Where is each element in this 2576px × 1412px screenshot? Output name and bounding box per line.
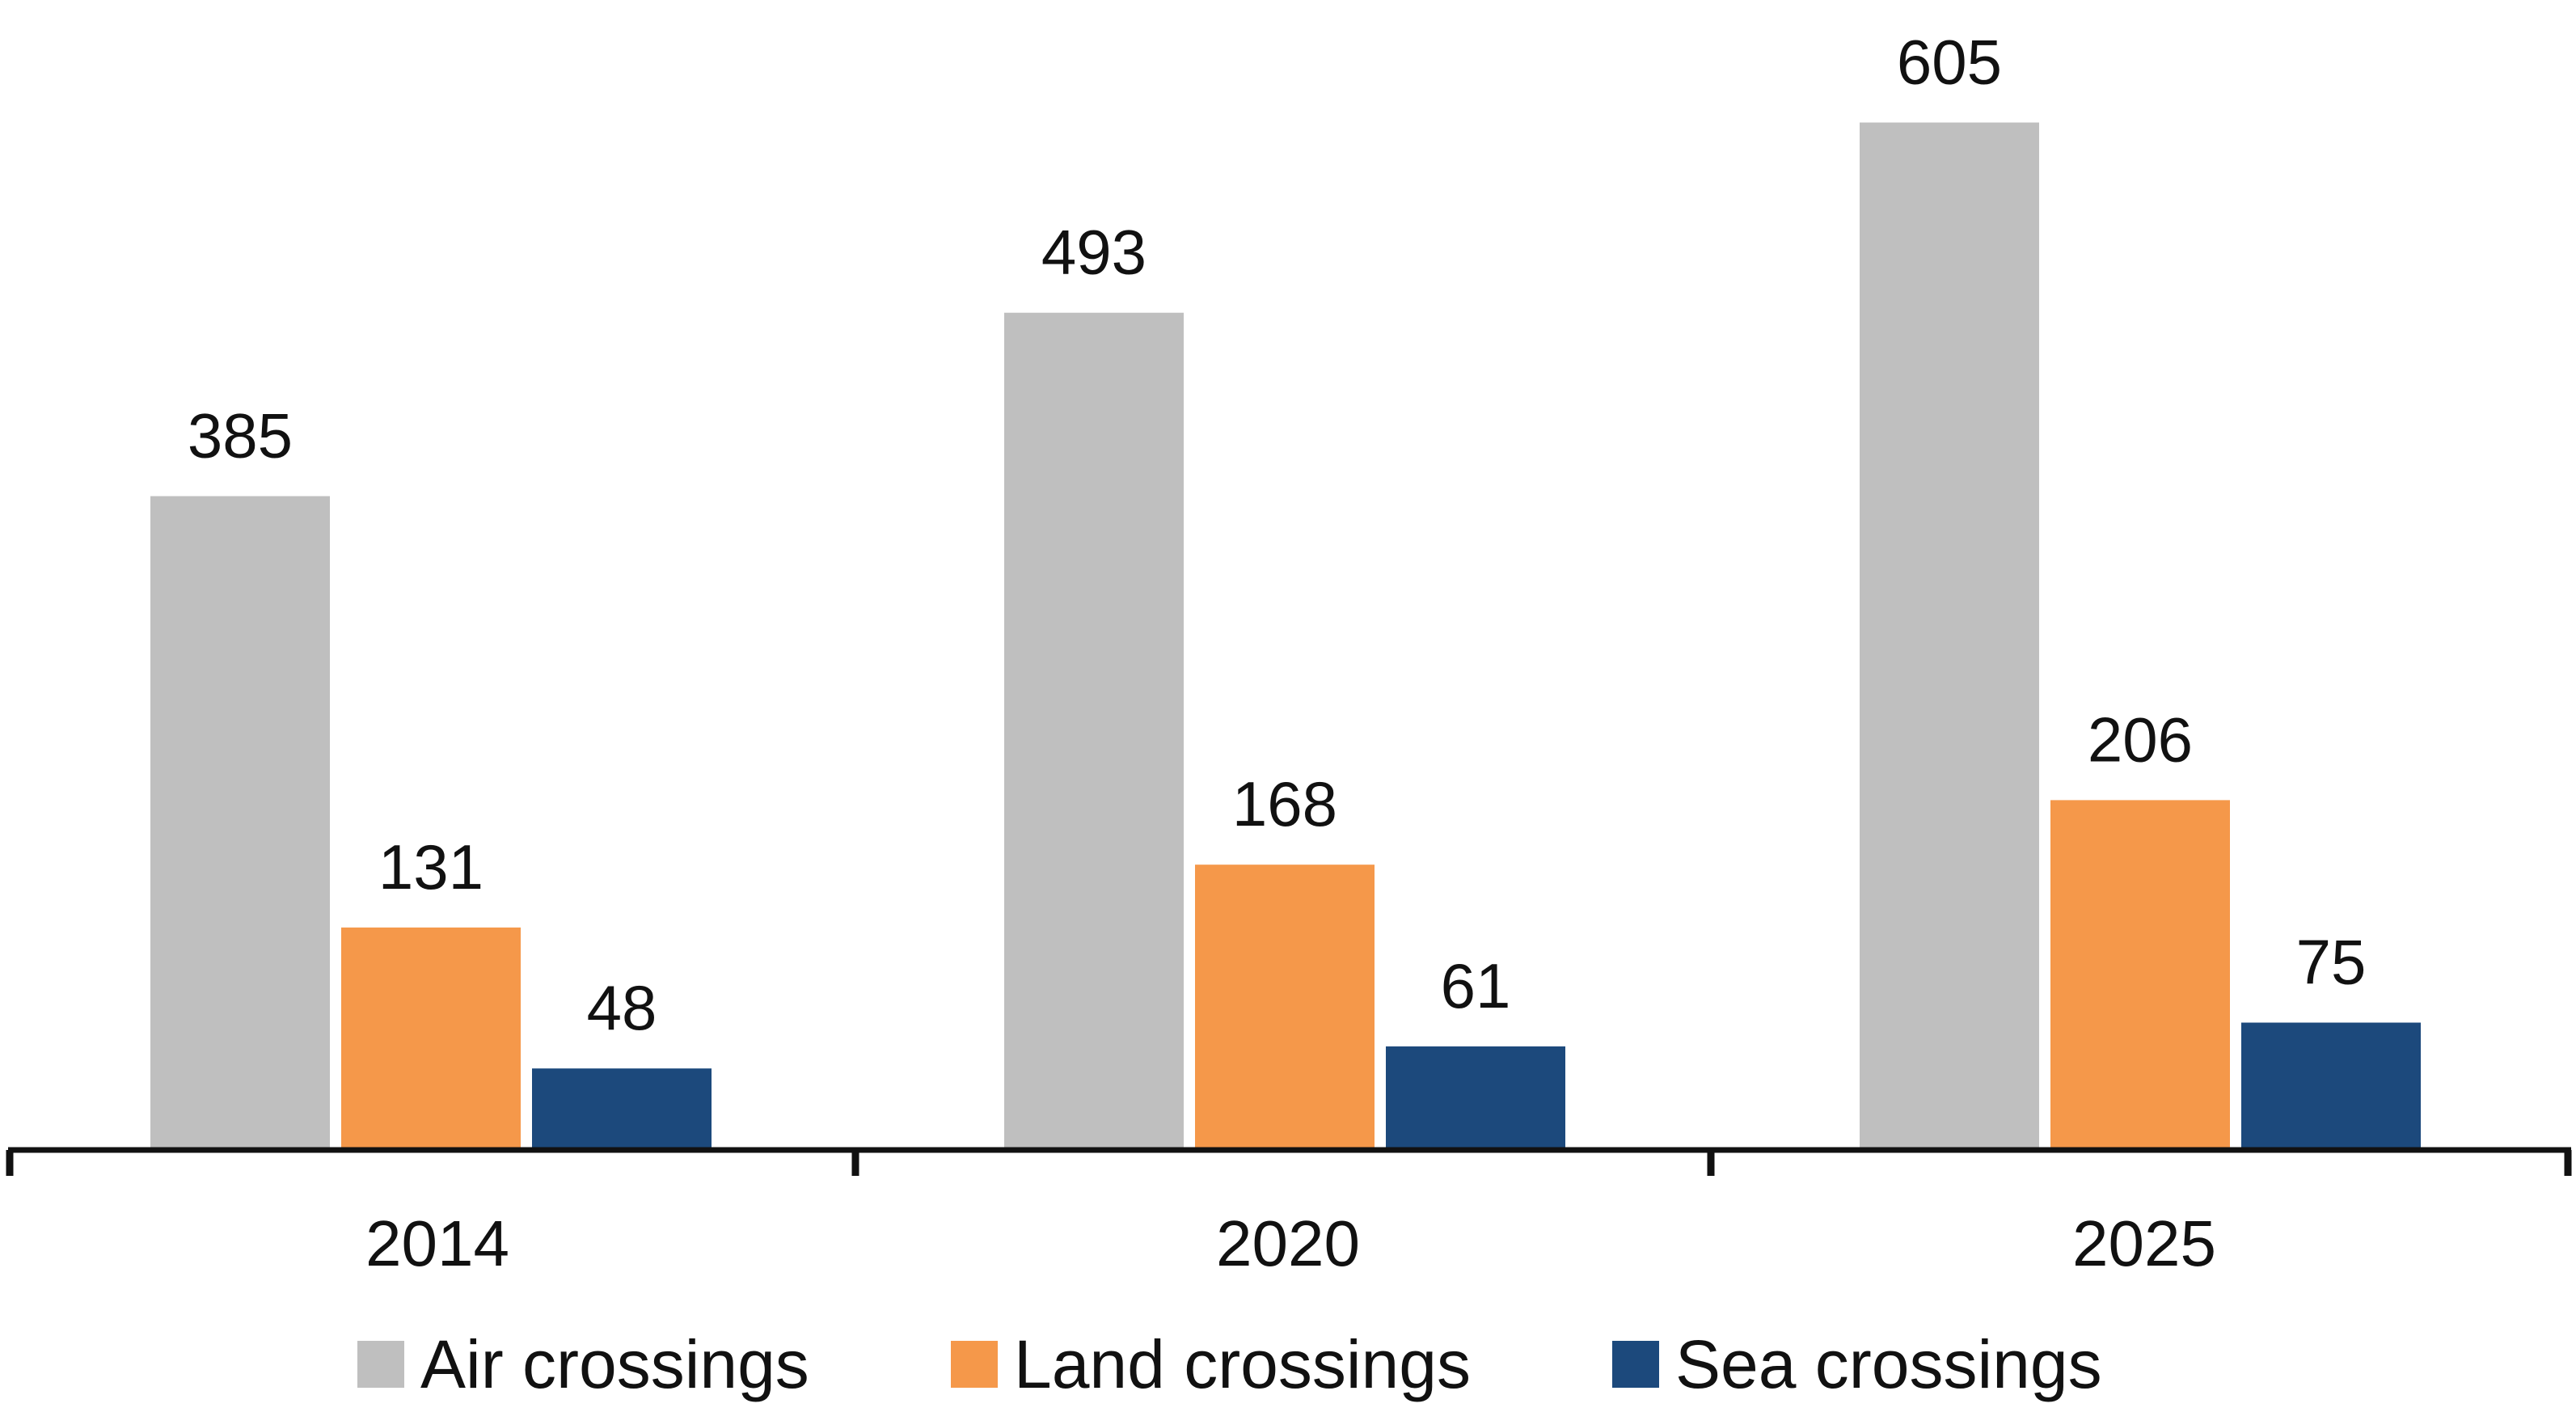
bar-land-crossings-2020 [1195, 865, 1375, 1150]
legend-swatch-air-crossings [357, 1341, 404, 1388]
data-label-land-crossings-2025: 206 [2088, 704, 2193, 775]
legend-label-air-crossings: Air crossings [420, 1326, 809, 1402]
bar-air-crossings-2020 [1004, 312, 1184, 1151]
data-label-land-crossings-2020: 168 [1232, 768, 1337, 839]
bar-sea-crossings-2014 [532, 1068, 712, 1150]
legend-swatch-sea-crossings [1612, 1341, 1659, 1388]
data-label-sea-crossings-2014: 48 [587, 972, 657, 1043]
bar-land-crossings-2025 [2050, 800, 2230, 1150]
legend-swatch-land-crossings [951, 1341, 998, 1388]
bar-air-crossings-2025 [1860, 122, 2039, 1150]
data-labels-layer: 385 131 48 493 168 61 605 206 75 [188, 27, 2366, 1044]
bar-air-crossings-2014 [150, 496, 330, 1150]
x-tick-label-2025: 2025 [2072, 1207, 2216, 1279]
data-label-air-crossings-2020: 493 [1041, 217, 1147, 288]
legend-label-land-crossings: Land crossings [1014, 1326, 1471, 1402]
bars-layer [150, 122, 2421, 1151]
data-label-sea-crossings-2025: 75 [2296, 927, 2367, 998]
x-axis [6, 1147, 2572, 1176]
bar-sea-crossings-2020 [1386, 1046, 1565, 1150]
legend: Air crossings Land crossings Sea crossings [357, 1326, 2102, 1402]
legend-label-sea-crossings: Sea crossings [1675, 1326, 2102, 1402]
data-label-sea-crossings-2020: 61 [1441, 950, 1511, 1021]
bar-sea-crossings-2025 [2241, 1022, 2421, 1150]
data-label-air-crossings-2025: 605 [1897, 27, 2002, 98]
data-label-air-crossings-2014: 385 [188, 400, 293, 471]
x-tick-label-2020: 2020 [1216, 1207, 1360, 1279]
data-label-land-crossings-2014: 131 [378, 831, 484, 903]
bar-land-crossings-2014 [341, 927, 521, 1150]
x-tick-label-2014: 2014 [365, 1207, 509, 1279]
x-axis-tick-labels: 2014 2020 2025 [365, 1207, 2216, 1279]
